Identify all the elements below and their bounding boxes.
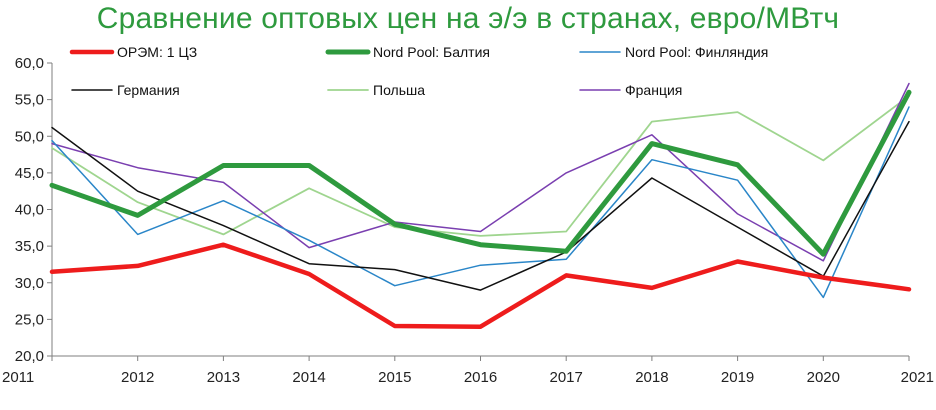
series-line-5 [51,82,910,262]
y-tick-label: 20,0 [15,348,44,365]
series-line-2 [51,106,910,299]
x-tick-label: 2016 [464,369,497,386]
x-tick-label: 2013 [207,369,240,386]
x-tick-label: 2011 [2,369,34,386]
x-tick-label: 2014 [292,369,325,386]
series-line-4 [51,95,910,237]
y-tick-label: 25,0 [15,311,44,328]
series-line-0 [49,242,912,329]
legend-label-5: Франция [625,82,682,98]
x-tick-label: 2017 [550,369,583,386]
legend-label-0: ОРЭМ: 1 ЦЗ [117,44,197,60]
legend-label-4: Польша [373,82,425,98]
chart-title: Сравнение оптовых цен на э/э в странах, … [96,2,840,35]
y-tick-label: 35,0 [15,238,44,255]
y-tick-label: 45,0 [15,165,44,182]
series-line-3 [51,120,910,291]
x-tick-label: 2012 [121,369,154,386]
y-tick-label: 40,0 [15,202,44,219]
x-tick-label: 2018 [635,369,668,386]
series-lines [49,82,912,329]
x-tick-label: 2021 [901,369,934,386]
legend-label-3: Германия [117,82,180,98]
x-tick-label: 2015 [378,369,411,386]
x-tick-label: 2019 [721,369,754,386]
legend-label-2: Nord Pool: Финляндия [625,44,768,60]
x-tick-label: 2020 [807,369,840,386]
y-tick-label: 50,0 [15,128,44,145]
y-tick-label: 60,0 [15,55,44,72]
legend-label-1: Nord Pool: Балтия [373,44,490,60]
legend: ОРЭМ: 1 ЦЗ Nord Pool: Балтия Nord Pool: Фи… [69,44,768,98]
series-line-1 [49,89,912,257]
axes: 20,0 25,0 30,0 35,0 40,0 45,0 50,0 55,0 60,0 2011… [2,55,934,386]
y-tick-label: 30,0 [15,275,44,292]
y-tick-label: 55,0 [15,92,44,109]
